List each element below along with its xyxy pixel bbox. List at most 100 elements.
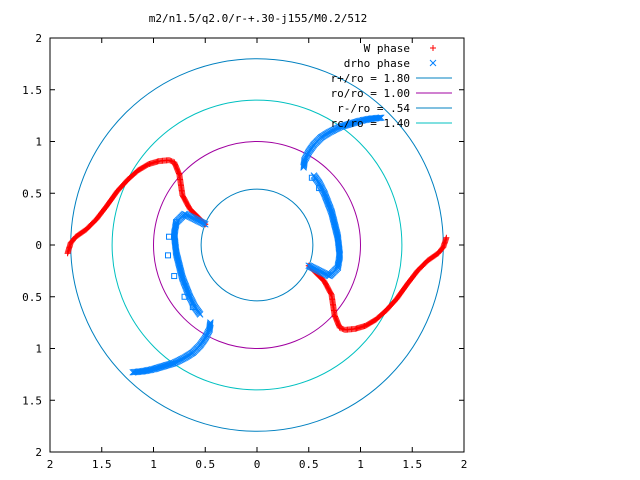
trail-1-28-6 bbox=[153, 364, 161, 372]
trail-1-11-6-b bbox=[315, 178, 322, 186]
trail-1-13-4-b bbox=[322, 194, 330, 202]
circle-r2 bbox=[153, 141, 361, 349]
point-2-3 bbox=[181, 293, 188, 300]
trail-1-34-7-b bbox=[183, 285, 190, 292]
trail-1-15-12-b bbox=[336, 248, 343, 255]
trail-1-9-5 bbox=[373, 114, 381, 122]
trail-1-28-6-b bbox=[153, 364, 161, 372]
trail-1-19-8-b bbox=[306, 262, 314, 270]
trail-1-18-8-b bbox=[316, 268, 324, 275]
y-tick-label-6: 1 bbox=[35, 343, 42, 356]
x-tick-label-1: 1.5 bbox=[92, 458, 112, 471]
trail-1-33-8-b bbox=[186, 294, 194, 302]
trail-0-6-10 bbox=[122, 178, 129, 185]
trail-1-5-8-b bbox=[335, 124, 343, 131]
trail-1-40-8-b bbox=[200, 220, 208, 228]
x-tick-label-2: 1 bbox=[150, 458, 157, 471]
x-tick-label-0: 2 bbox=[47, 458, 54, 471]
y-tick-label-5: 0.5 bbox=[22, 291, 42, 304]
trail-1-9-7-b bbox=[376, 114, 384, 122]
legend-swatch-0 bbox=[430, 45, 436, 51]
trail-0-29-1 bbox=[340, 326, 347, 333]
legend-entry-5: rc/ro = 1.40 bbox=[331, 117, 452, 130]
trail-1-13-13-b bbox=[326, 205, 334, 212]
legend-swatch-1 bbox=[429, 59, 437, 67]
trail-1-26-8 bbox=[171, 359, 179, 366]
trail-1-30-6 bbox=[132, 368, 139, 376]
trail-1-34-3 bbox=[185, 289, 192, 297]
trail-0-14-10 bbox=[185, 203, 192, 210]
trail-0-11-2 bbox=[168, 158, 175, 165]
y-tick-label-4: 0 bbox=[35, 239, 42, 252]
legend-swatch-1-b bbox=[429, 59, 437, 67]
trail-1-29-5-b bbox=[143, 367, 151, 374]
y-tick-label-7: 1.5 bbox=[22, 394, 42, 407]
trail-1-13-14 bbox=[327, 206, 334, 213]
trail-1-21-3-b bbox=[206, 322, 214, 330]
trail-1-13-2 bbox=[321, 192, 329, 199]
trail-1-26-8-b bbox=[171, 359, 179, 366]
trail-1-34-6 bbox=[183, 286, 191, 294]
trail-1-19-8 bbox=[306, 262, 314, 270]
trail-0-26-8 bbox=[364, 321, 371, 328]
legend-label-2: r+/ro = 1.80 bbox=[331, 72, 410, 85]
legend-label-3: ro/ro = 1.00 bbox=[331, 87, 410, 100]
legend-entry-3: ro/ro = 1.00 bbox=[331, 87, 452, 100]
trail-1-6-6-b bbox=[343, 121, 351, 129]
chart-title: m2/n1.5/q2.0/r-+.30-j155/M0.2/512 bbox=[149, 12, 368, 25]
series-2 bbox=[164, 174, 323, 311]
legend-label-0: W phase bbox=[364, 42, 410, 55]
point-2-6 bbox=[308, 174, 315, 181]
trail-1-34-9-b bbox=[182, 282, 190, 290]
trail-1-34-13 bbox=[180, 278, 188, 285]
trail-0-5-12 bbox=[112, 190, 119, 197]
trail-1-0-5-b bbox=[301, 157, 308, 165]
trail-1-7-6-b bbox=[353, 118, 361, 126]
trail-1-39-8-b bbox=[190, 215, 198, 222]
trail-1-9-6 bbox=[375, 114, 382, 122]
circle-r3 bbox=[200, 188, 314, 302]
y-tick-label-2: 1 bbox=[35, 136, 42, 149]
circle-r1 bbox=[111, 99, 403, 391]
y-tick-label-1: 1.5 bbox=[22, 84, 42, 97]
plot-area bbox=[49, 37, 465, 453]
trail-1-40-8 bbox=[200, 220, 208, 228]
trail-1-34-9 bbox=[182, 282, 190, 290]
point-2-1 bbox=[164, 252, 171, 259]
trail-1-34-13-b bbox=[180, 278, 188, 285]
x-tick-label-3: 0.5 bbox=[195, 458, 215, 471]
trail-1-34-3-b bbox=[185, 289, 192, 297]
trail-1-30-5-b bbox=[133, 368, 141, 376]
trail-1-21-5 bbox=[206, 325, 213, 333]
trail-1-29-5 bbox=[143, 367, 151, 374]
trail-1-34-10 bbox=[181, 281, 189, 289]
trail-1-27-6-b bbox=[163, 361, 171, 369]
trail-1-21-5-b bbox=[206, 325, 213, 333]
trail-1-6-6 bbox=[343, 121, 351, 129]
trail-1-13-2-b bbox=[321, 192, 329, 199]
trail-1-34-11-b bbox=[181, 280, 189, 288]
legend-label-1: drho phase bbox=[344, 57, 410, 70]
trail-1-13-7 bbox=[324, 198, 331, 205]
trail-0-11-1 bbox=[167, 157, 174, 164]
trail-1-16-8-b bbox=[334, 261, 342, 269]
legend-entry-1: drho phase bbox=[344, 57, 437, 70]
trail-1-13-11-b bbox=[325, 202, 333, 210]
trail-1-9-5-b bbox=[373, 114, 381, 122]
trail-1-13-4 bbox=[322, 194, 330, 202]
trail-1-0-5 bbox=[301, 157, 308, 165]
trail-1-13-9-b bbox=[324, 200, 332, 208]
trail-1-16-8 bbox=[334, 261, 342, 269]
x-tick-label-8: 2 bbox=[461, 458, 468, 471]
trail-1-9-7 bbox=[376, 114, 384, 122]
trail-0-24-10 bbox=[385, 305, 392, 312]
trail-1-13-9 bbox=[324, 200, 332, 208]
trail-1-13-12 bbox=[326, 203, 334, 211]
trail-1-30-7 bbox=[130, 368, 138, 376]
trail-1-13-11 bbox=[325, 202, 333, 210]
legend-entry-0: W phase bbox=[364, 42, 436, 55]
trail-1-34-12-b bbox=[180, 279, 188, 287]
legend-label-4: r-/ro = .54 bbox=[337, 102, 410, 115]
x-tick-label-5: 0.5 bbox=[299, 458, 319, 471]
